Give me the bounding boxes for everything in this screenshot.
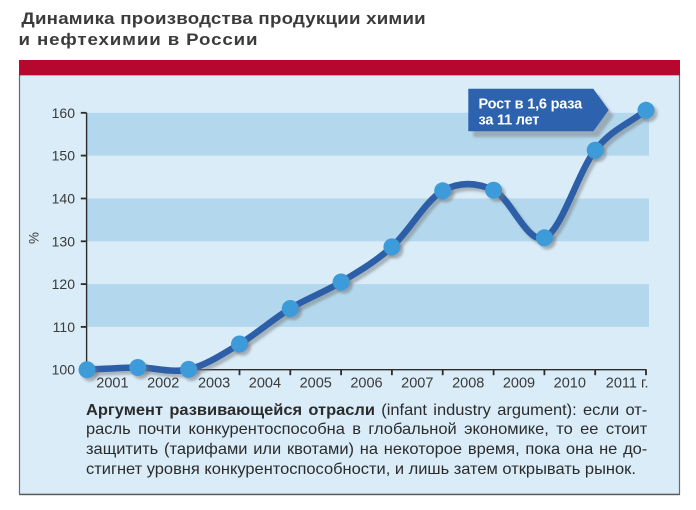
svg-text:Рост в 1,6 раза: Рост в 1,6 раза [479, 97, 584, 113]
svg-text:100: 100 [52, 362, 76, 378]
svg-text:2004: 2004 [249, 376, 281, 392]
svg-text:160: 160 [52, 105, 76, 121]
svg-text:110: 110 [53, 319, 76, 335]
svg-text:2006: 2006 [350, 376, 382, 392]
svg-text:%: % [27, 232, 42, 244]
svg-text:2003: 2003 [198, 376, 230, 392]
svg-text:2009: 2009 [503, 376, 535, 392]
svg-text:2007: 2007 [401, 376, 433, 392]
svg-text:130: 130 [52, 233, 76, 249]
svg-text:140: 140 [52, 191, 76, 207]
svg-text:120: 120 [52, 276, 76, 292]
svg-text:2005: 2005 [300, 376, 332, 392]
svg-text:2011 г.: 2011 г. [606, 376, 649, 392]
svg-text:2010: 2010 [554, 376, 586, 392]
svg-text:за 11 лет: за 11 лет [479, 113, 540, 129]
svg-text:2001: 2001 [96, 376, 128, 392]
svg-text:2008: 2008 [452, 376, 484, 392]
svg-text:2002: 2002 [147, 376, 179, 392]
svg-text:150: 150 [52, 148, 76, 164]
